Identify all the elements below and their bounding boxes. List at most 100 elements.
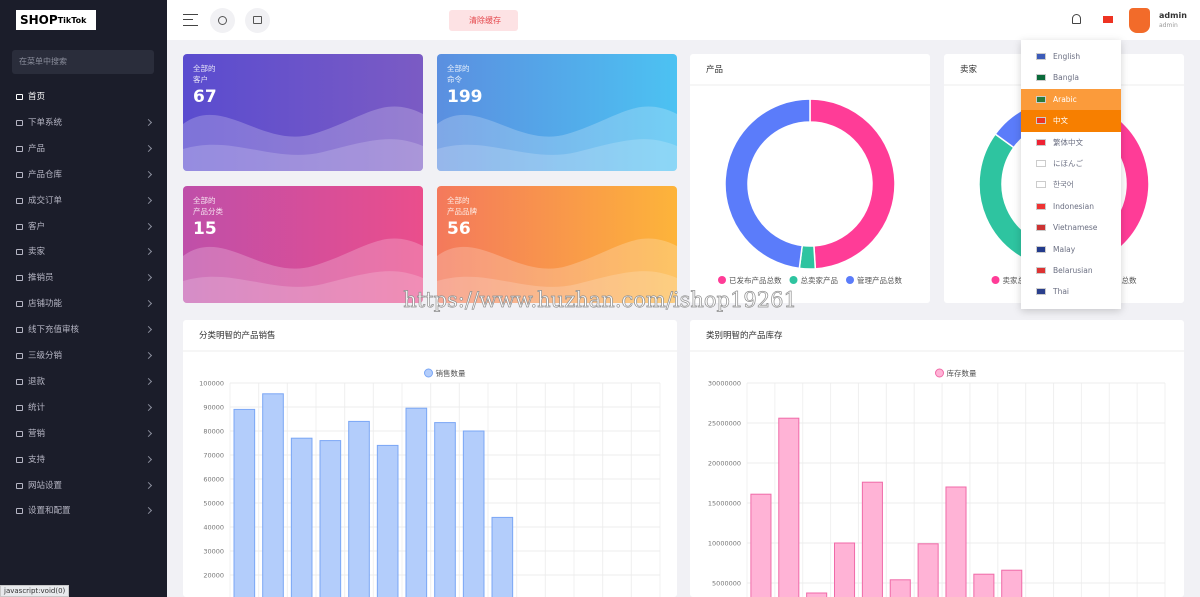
chevron xyxy=(144,481,153,489)
language-option[interactable]: English xyxy=(1021,46,1121,67)
language-option[interactable]: Indonesian xyxy=(1021,196,1121,217)
menu-item[interactable]: 营销 xyxy=(0,421,167,447)
language-option[interactable]: Thai xyxy=(1021,281,1121,302)
bar xyxy=(750,493,772,597)
menu-item[interactable]: 产品仓库 xyxy=(0,162,167,188)
menu-item[interactable]: 成交订单 xyxy=(0,188,167,214)
bar xyxy=(861,481,883,597)
flag-icon xyxy=(1036,95,1046,103)
language-flag[interactable] xyxy=(1103,16,1113,23)
menu-search[interactable]: 在菜单中搜索 xyxy=(12,50,154,74)
stat-card: 全部的 产品品牌 56 xyxy=(437,186,677,303)
stat-label: 全部的 xyxy=(447,196,470,205)
y-tick-label: 80000 xyxy=(203,428,224,436)
language-option[interactable]: にほんご xyxy=(1021,153,1121,174)
menu-item[interactable]: 设置和配置 xyxy=(0,498,167,524)
language-option[interactable]: Malay xyxy=(1021,239,1121,260)
chart: 类别明智的产品库存 5000000 10000000 15000000 20000000… xyxy=(690,330,1184,597)
legend-swatch xyxy=(846,276,854,284)
bar xyxy=(945,486,967,597)
y-tick-label: 10000000 xyxy=(708,540,741,548)
wave xyxy=(437,106,677,171)
language-option[interactable]: Vietnamese xyxy=(1021,217,1121,238)
logo-main: SHOP xyxy=(20,13,58,27)
stat-sublabel: 产品分类 xyxy=(193,207,223,216)
language-option[interactable]: 한국어 xyxy=(1021,174,1121,195)
chevron xyxy=(144,507,153,515)
flag-icon xyxy=(1036,138,1046,146)
avatar[interactable] xyxy=(1129,8,1150,33)
y-tick-label: 70000 xyxy=(203,452,224,460)
menu-item[interactable]: 首页 xyxy=(0,84,167,110)
language-option[interactable]: 繁体中文 xyxy=(1021,132,1121,153)
menu-icon xyxy=(16,145,23,152)
wave xyxy=(183,238,423,303)
language-option[interactable]: Belarusian xyxy=(1021,260,1121,281)
y-tick-label: 25000000 xyxy=(708,420,741,428)
language-option[interactable]: Bangla xyxy=(1021,67,1121,88)
y-tick-label: 60000 xyxy=(203,476,224,484)
language-option[interactable]: 中文 xyxy=(1021,110,1121,132)
menu-item[interactable]: 三级分销 xyxy=(0,343,167,369)
stat-value: 67 xyxy=(193,87,217,107)
flag-icon xyxy=(1036,74,1046,82)
language-dropdown: English Bangla Arabic 中文 繁体中文 にほんご 한국어 Indonesi… xyxy=(1021,40,1121,309)
menu-item[interactable]: 客户 xyxy=(0,214,167,240)
notification-bell[interactable] xyxy=(1072,14,1081,24)
chart-panel: 类别明智的产品库存 5000000 10000000 15000000 20000000… xyxy=(690,320,1184,597)
print-button[interactable] xyxy=(245,8,270,33)
legend-label: 管理产品总数 xyxy=(857,275,902,285)
topbar: 清除缓存 admin admin xyxy=(167,0,1200,40)
language-option[interactable]: Arabic xyxy=(1021,88,1121,111)
menu-item[interactable]: 店铺功能 xyxy=(0,291,167,317)
menu-item[interactable]: 退款 xyxy=(0,369,167,395)
stat-sublabel: 产品品牌 xyxy=(447,207,477,216)
chevron xyxy=(144,170,153,178)
menu-icon xyxy=(16,404,23,411)
chart-title: 类别明智的产品库存 xyxy=(706,330,783,341)
stat-sublabel: 客户 xyxy=(193,75,208,84)
menu-icon xyxy=(16,456,23,463)
menu-toggle[interactable] xyxy=(183,14,198,26)
chevron xyxy=(144,222,153,230)
bar xyxy=(376,444,399,597)
legend-label: 库存数量 xyxy=(947,368,977,378)
menu-item[interactable]: 统计 xyxy=(0,395,167,421)
menu-item[interactable]: 下单系统 xyxy=(0,110,167,136)
legend-label: 已发布产品总数 xyxy=(729,275,782,285)
logo[interactable]: SHOP TikTok xyxy=(16,10,96,30)
chevron xyxy=(144,300,153,308)
menu-item[interactable]: 网站设置 xyxy=(0,473,167,499)
chevron xyxy=(144,455,153,463)
menu-item[interactable]: 线下充值审核 xyxy=(0,317,167,343)
bar xyxy=(834,542,856,597)
menu-icon xyxy=(16,378,23,385)
stat-card: 全部的 命令 199 xyxy=(437,54,677,171)
clear-cache-button[interactable]: 清除缓存 xyxy=(449,10,518,31)
legend: 已发布产品总数 总卖家产品 管理产品总数 xyxy=(718,275,902,285)
bar xyxy=(806,592,828,597)
menu-item[interactable]: 推销员 xyxy=(0,265,167,291)
bar xyxy=(319,440,342,597)
bar xyxy=(434,422,456,597)
globe-button[interactable] xyxy=(210,8,235,33)
stat-sublabel: 命令 xyxy=(447,75,462,84)
menu-icon xyxy=(16,327,23,334)
stat-value: 199 xyxy=(447,87,483,107)
user-name: admin xyxy=(1159,11,1187,20)
sidebar: SHOP TikTok 在菜单中搜索 首页 下单系统 产品 产品仓库 成交订单 客户 卖家 推销… xyxy=(0,0,167,597)
bar xyxy=(491,516,514,597)
wave xyxy=(183,106,423,171)
bar xyxy=(462,430,485,597)
flag-icon xyxy=(1036,267,1046,274)
menu-icon xyxy=(16,119,23,126)
menu-icon xyxy=(16,301,23,308)
menu-item[interactable]: 支持 xyxy=(0,447,167,473)
menu-item[interactable]: 产品 xyxy=(0,136,167,162)
menu-item[interactable]: 卖家 xyxy=(0,239,167,265)
menu-icon xyxy=(16,353,23,359)
bar xyxy=(973,573,995,597)
chart-panel: 分类明智的产品销售 10000 20000 30000 40000 50000 60000 7… xyxy=(183,320,677,597)
stat-card: 全部的 客户 67 xyxy=(183,54,423,171)
